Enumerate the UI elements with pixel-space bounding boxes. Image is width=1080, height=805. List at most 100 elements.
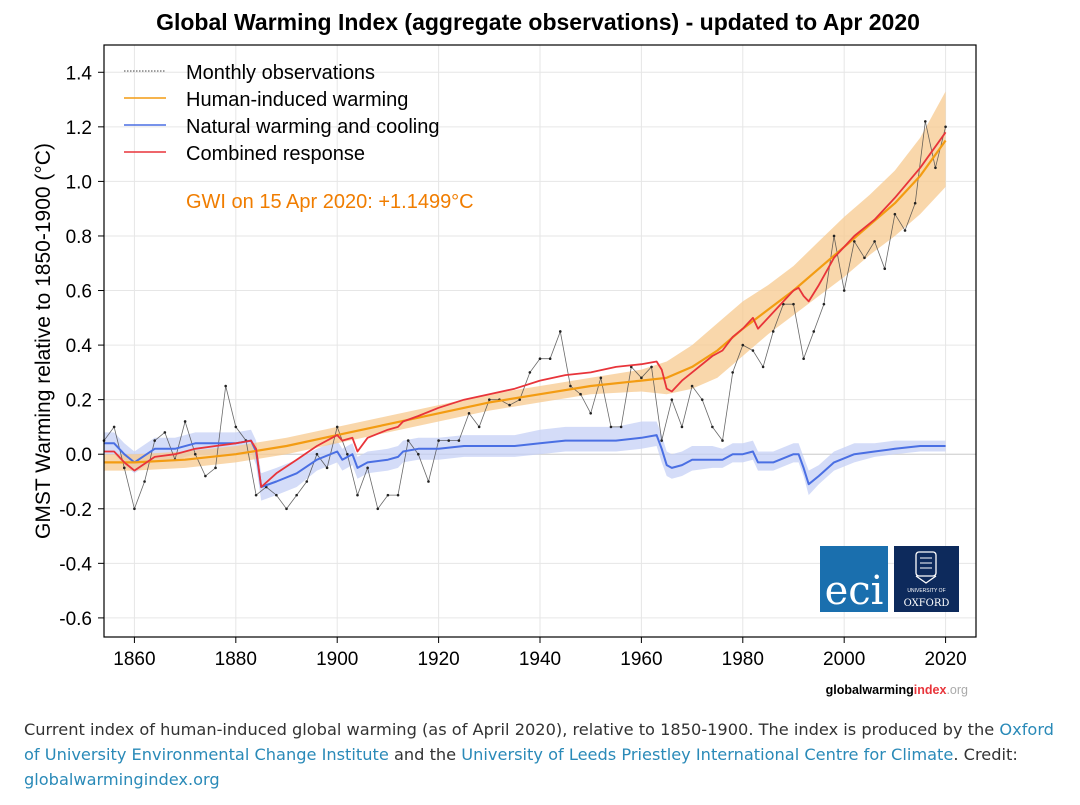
oxford-logo-big: OXFORD — [904, 598, 950, 609]
x-tick-label: 2020 — [924, 649, 966, 670]
observation-point — [822, 302, 826, 306]
observation-point — [934, 166, 937, 170]
observation-point — [619, 425, 623, 429]
observation-point — [467, 411, 471, 415]
y-tick-label: -0.2 — [59, 500, 92, 521]
observation-point — [853, 240, 856, 243]
observation-point — [163, 431, 167, 434]
y-tick-label: 0.4 — [66, 336, 93, 357]
human-uncertainty-band — [104, 91, 946, 471]
observation-point — [751, 349, 755, 352]
observation-point — [305, 480, 309, 483]
observation-point — [417, 452, 420, 456]
observation-point — [924, 120, 927, 123]
observation-point — [792, 302, 795, 306]
x-tick-label: 1900 — [316, 649, 358, 670]
oxford-logo-small: UNIVERSITY OF — [907, 588, 945, 594]
series-lines — [104, 131, 947, 488]
link-globalwarmingindex[interactable]: globalwarmingindex.org — [24, 770, 220, 789]
oxford-logo: UNIVERSITY OF OXFORD — [894, 546, 959, 612]
y-tick-label: 0.8 — [66, 227, 92, 248]
observation-point — [204, 474, 207, 478]
observation-point — [153, 439, 156, 442]
y-tick-label: 0.2 — [66, 391, 92, 412]
observation-point — [711, 425, 714, 429]
observation-point — [650, 365, 653, 369]
observation-point — [325, 466, 329, 470]
x-tick-label: 1880 — [215, 649, 257, 670]
observation-point — [437, 439, 440, 442]
observation-point — [335, 425, 339, 429]
oxford-crest-icon — [915, 551, 937, 584]
observation-point — [944, 125, 947, 129]
observation-point — [863, 256, 866, 260]
link-leeds-priestley[interactable]: University of Leeds Priestley Internatio… — [461, 745, 954, 764]
observation-point — [254, 493, 258, 497]
gwi-annotation: GWI on 15 Apr 2020: +1.1499°C — [186, 191, 474, 213]
observation-point — [700, 398, 704, 401]
observation-point — [376, 507, 380, 511]
observation-point — [782, 302, 785, 306]
observation-point — [903, 229, 907, 232]
legend-label-observations: Monthly observations — [186, 62, 375, 84]
observation-point — [629, 365, 633, 369]
observation-point — [812, 330, 816, 333]
y-tick-label: 1.2 — [66, 118, 92, 139]
x-tick-label: 1980 — [722, 649, 764, 670]
observation-point — [122, 466, 126, 470]
observation-point — [133, 507, 136, 511]
observation-point — [447, 439, 451, 442]
observation-point — [579, 392, 582, 396]
caption-text-1: Current index of human-induced global wa… — [24, 720, 1000, 739]
y-tick-label: 0.0 — [66, 445, 92, 466]
observation-point — [508, 403, 511, 407]
watermark-part3: .org — [946, 683, 968, 697]
observation-point — [356, 493, 359, 497]
observation-point — [731, 371, 734, 374]
observation-point — [640, 376, 643, 380]
observation-point — [913, 201, 917, 205]
figure-caption: Current index of human-induced global wa… — [24, 717, 1074, 792]
y-tick-label: 1.4 — [66, 63, 93, 84]
observation-point — [285, 507, 288, 511]
axis-ticks: 1860 1880 1900 1920 1940 1960 1980 2000 2020 -0.6… — [59, 63, 966, 670]
x-tick-label: 1920 — [417, 649, 459, 670]
chart-title: Global Warming Index (aggregate observat… — [156, 9, 920, 35]
legend: Monthly observations Human-induced warmi… — [124, 62, 439, 165]
y-tick-label: 1.0 — [66, 172, 92, 193]
watermark-part1: globalwarming — [826, 683, 914, 697]
observation-point — [396, 493, 400, 497]
observation-point — [609, 425, 613, 429]
x-tick-label: 2000 — [823, 649, 865, 670]
observation-point — [589, 411, 592, 415]
observation-point — [366, 466, 369, 470]
observation-point — [275, 493, 278, 497]
observation-point — [488, 398, 491, 401]
observation-point — [548, 357, 552, 361]
observation-point — [528, 371, 532, 374]
link-oxford-eci[interactable]: Oxford of University Environmental Chang… — [24, 720, 1054, 764]
observation-point — [660, 439, 663, 442]
plot-area — [102, 44, 977, 638]
observation-point — [406, 439, 410, 442]
y-tick-label: -0.6 — [59, 609, 92, 630]
x-tick-label: 1860 — [113, 649, 155, 670]
observation-point — [599, 376, 603, 380]
observation-point — [741, 343, 745, 347]
observation-point — [883, 267, 887, 271]
series-line-combined — [104, 131, 947, 488]
legend-label-combined: Combined response — [186, 143, 365, 165]
observation-point — [234, 425, 238, 429]
observation-point — [315, 452, 319, 456]
y-tick-label: -0.4 — [59, 554, 92, 575]
observation-point — [670, 398, 674, 401]
observation-point — [214, 466, 217, 470]
observation-point — [690, 384, 694, 388]
observation-point — [193, 452, 197, 456]
caption-text-3: . Credit: — [953, 745, 1018, 764]
watermark: globalwarmingindex.org — [826, 683, 968, 697]
observation-point — [477, 425, 481, 429]
y-axis-label: GMST Warming relative to 1850-1900 (°C) — [32, 143, 55, 539]
observation-point — [346, 452, 349, 456]
observation-point — [893, 212, 897, 216]
